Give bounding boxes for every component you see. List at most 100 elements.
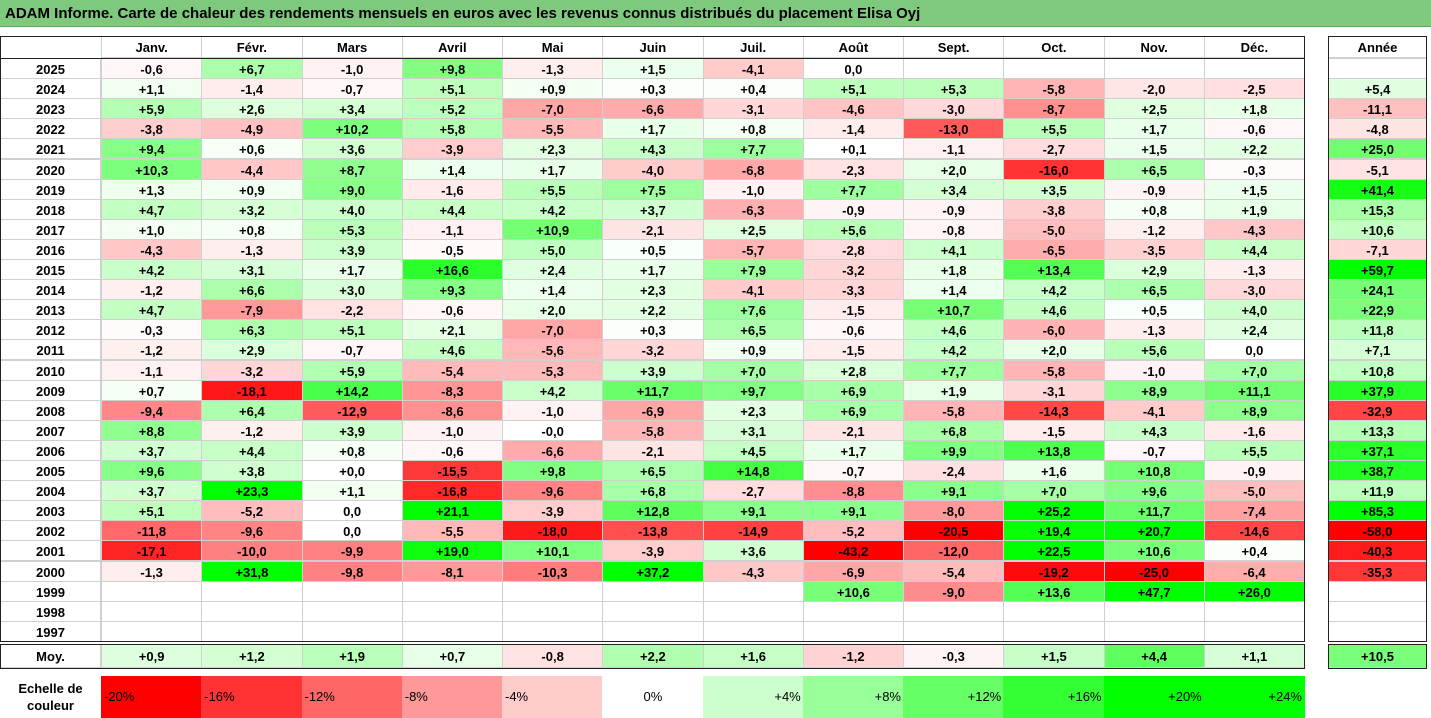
month-return-cell: +0,6 xyxy=(201,138,303,160)
month-return-cell: +8,7 xyxy=(301,158,403,180)
month-return-cell: -0,7 xyxy=(802,460,904,482)
month-return-cell xyxy=(301,620,403,642)
average-cell: -0,3 xyxy=(903,643,1005,668)
month-return-cell: +6,5 xyxy=(1103,279,1205,301)
month-return-cell: +0,9 xyxy=(201,178,303,200)
month-return-cell: +6,9 xyxy=(802,399,904,421)
month-return-cell: -14,3 xyxy=(1003,399,1105,421)
month-return-cell: -7,0 xyxy=(502,98,604,120)
average-cell: +4,4 xyxy=(1103,643,1205,668)
year-label: 2009 xyxy=(0,379,101,401)
month-return-cell xyxy=(401,620,503,642)
month-return-cell: +6,5 xyxy=(702,319,804,341)
month-return-cell: +2,2 xyxy=(602,299,704,321)
annual-header: Année xyxy=(1328,36,1427,58)
month-return-cell: -2,4 xyxy=(903,460,1005,482)
month-return-cell: -0,6 xyxy=(1203,118,1305,140)
year-label: 2000 xyxy=(0,560,101,582)
month-return-cell: +0,8 xyxy=(201,218,303,240)
month-return-cell: +2,3 xyxy=(502,138,604,160)
year-label: 2022 xyxy=(0,118,101,140)
month-return-cell: -1,3 xyxy=(502,58,604,80)
month-return-cell: -2,5 xyxy=(1203,78,1305,100)
month-header: Févr. xyxy=(201,36,303,58)
month-return-cell: +2,6 xyxy=(201,98,303,120)
month-return-cell: -2,1 xyxy=(802,419,904,441)
month-return-cell: -6,0 xyxy=(1003,319,1105,341)
month-return-cell: +19,4 xyxy=(1003,520,1105,542)
month-return-cell: -4,1 xyxy=(702,279,804,301)
annual-return-cell xyxy=(1328,58,1427,80)
month-return-cell: +5,5 xyxy=(502,178,604,200)
month-return-cell: -9,0 xyxy=(903,580,1005,602)
month-return-cell: -2,2 xyxy=(301,299,403,321)
month-return-cell: +2,5 xyxy=(1103,98,1205,120)
month-return-cell: -2,1 xyxy=(602,439,704,461)
month-return-cell: -5,8 xyxy=(1003,78,1105,100)
year-label: 2012 xyxy=(0,319,101,341)
month-return-cell: -6,4 xyxy=(1203,560,1305,582)
month-return-cell: +3,1 xyxy=(201,259,303,281)
month-return-cell: +5,6 xyxy=(1103,339,1205,361)
month-return-cell: +4,0 xyxy=(301,198,403,220)
month-return-cell: -3,9 xyxy=(401,138,503,160)
month-return-cell: +2,4 xyxy=(502,259,604,281)
month-return-cell: -18,1 xyxy=(201,379,303,401)
month-return-cell xyxy=(1203,620,1305,642)
month-return-cell: -8,6 xyxy=(401,399,503,421)
month-return-cell: +1,5 xyxy=(1203,178,1305,200)
month-return-cell: -1,3 xyxy=(1103,319,1205,341)
annual-return-cell: -11,1 xyxy=(1328,98,1427,120)
month-return-cell: +1,1 xyxy=(101,78,203,100)
average-cell: +2,2 xyxy=(602,643,704,668)
year-label: 1997 xyxy=(0,620,101,642)
month-return-cell: -6,9 xyxy=(802,560,904,582)
month-return-cell xyxy=(401,600,503,622)
month-return-cell: -3,8 xyxy=(101,118,203,140)
month-return-cell: -25,0 xyxy=(1103,560,1205,582)
month-return-cell: -1,3 xyxy=(201,238,303,260)
year-label: 2005 xyxy=(0,460,101,482)
month-return-cell: -4,6 xyxy=(802,98,904,120)
month-return-cell: +7,6 xyxy=(702,299,804,321)
month-return-cell: -5,5 xyxy=(502,118,604,140)
month-return-cell: 0,0 xyxy=(301,500,403,522)
annual-return-cell: +7,1 xyxy=(1328,339,1427,361)
month-return-cell: +4,3 xyxy=(1103,419,1205,441)
month-return-cell: -2,1 xyxy=(602,218,704,240)
month-return-cell: +20,7 xyxy=(1103,520,1205,542)
month-return-cell: -10,0 xyxy=(201,540,303,562)
month-return-cell: -3,9 xyxy=(602,540,704,562)
month-return-cell xyxy=(201,580,303,602)
month-return-cell: +0,8 xyxy=(301,439,403,461)
annual-return-cell xyxy=(1328,620,1427,642)
month-return-cell: +13,6 xyxy=(1003,580,1105,602)
month-return-cell: +0,4 xyxy=(1203,540,1305,562)
annual-return-cell xyxy=(1328,600,1427,622)
month-return-cell: -9,6 xyxy=(502,480,604,502)
month-return-cell: +5,3 xyxy=(903,78,1005,100)
month-return-cell: +5,3 xyxy=(301,218,403,240)
month-return-cell: +5,5 xyxy=(1203,439,1305,461)
month-return-cell: -1,2 xyxy=(101,339,203,361)
month-return-cell: +1,7 xyxy=(301,259,403,281)
month-return-cell: +9,7 xyxy=(702,379,804,401)
month-return-cell: +25,2 xyxy=(1003,500,1105,522)
month-return-cell: -0,8 xyxy=(903,218,1005,240)
annual-return-cell: +41,4 xyxy=(1328,178,1427,200)
month-return-cell: -1,2 xyxy=(201,419,303,441)
month-return-cell: +14,2 xyxy=(301,379,403,401)
month-return-cell: +4,2 xyxy=(1003,279,1105,301)
month-return-cell: +6,8 xyxy=(903,419,1005,441)
month-return-cell: +1,6 xyxy=(1003,460,1105,482)
month-return-cell: -0,6 xyxy=(802,319,904,341)
annual-return-cell: -32,9 xyxy=(1328,399,1427,421)
month-return-cell: +6,3 xyxy=(201,319,303,341)
month-return-cell xyxy=(1203,58,1305,80)
annual-return-cell: +59,7 xyxy=(1328,259,1427,281)
month-return-cell: -9,6 xyxy=(201,520,303,542)
average-label: Moy. xyxy=(0,643,101,668)
month-return-cell: +4,2 xyxy=(502,198,604,220)
month-return-cell: +3,1 xyxy=(702,419,804,441)
month-return-cell xyxy=(201,620,303,642)
